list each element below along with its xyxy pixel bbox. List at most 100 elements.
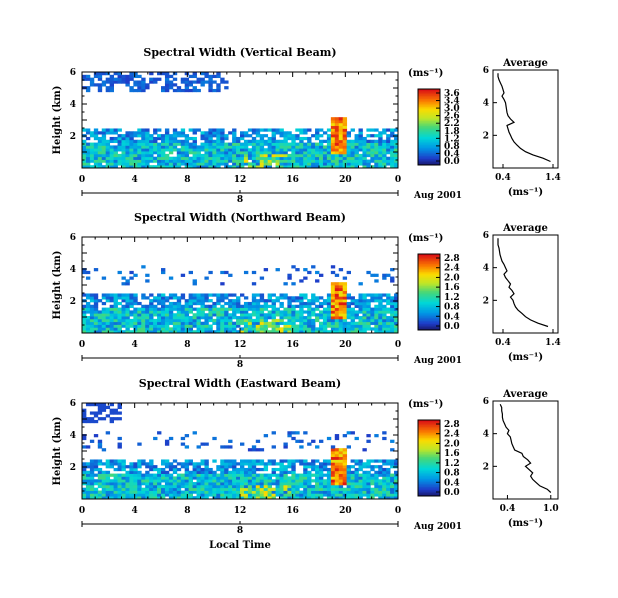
heatmap-cell <box>330 445 336 449</box>
heatmap-cell <box>216 151 221 155</box>
heatmap-cell <box>291 484 296 489</box>
heatmap-cell <box>291 490 296 494</box>
heatmap-cell <box>295 482 300 486</box>
heatmap-cell <box>89 482 95 486</box>
heatmap-cell <box>279 316 284 320</box>
heatmap-cell <box>378 142 383 146</box>
heatmap-cell <box>358 462 363 466</box>
heatmap-cell <box>334 148 340 152</box>
heatmap-cell <box>164 439 170 443</box>
heatmap-cell <box>259 142 265 146</box>
heatmap-cell <box>97 148 103 152</box>
heatmap-cell <box>378 165 383 169</box>
heatmap-cell <box>334 318 340 323</box>
heatmap-cell <box>113 324 118 328</box>
heatmap-cell <box>224 327 229 331</box>
heatmap-cell <box>208 77 213 81</box>
heatmap-cell <box>141 145 146 149</box>
heatmap-cell <box>105 156 111 160</box>
heatmap-cell <box>370 467 375 472</box>
heatmap-cell <box>129 134 134 138</box>
y-tick-label: 2 <box>70 297 76 307</box>
heatmap-cell <box>97 74 103 79</box>
heatmap-cell <box>200 162 205 166</box>
heatmap-cell <box>121 299 126 303</box>
heatmap-cell <box>208 327 213 331</box>
heatmap-cell <box>216 293 221 297</box>
heatmap-cell <box>109 473 114 477</box>
colorbar-swatch <box>418 450 440 453</box>
heatmap-cell <box>307 316 312 320</box>
heatmap-cell <box>137 316 142 320</box>
heatmap-cell <box>228 131 233 135</box>
heatmap-cell <box>101 448 107 452</box>
heatmap-cell <box>295 156 300 160</box>
heatmap-cell <box>180 304 186 308</box>
heatmap-cell <box>240 459 245 463</box>
heatmap-cell <box>172 330 178 334</box>
heatmap-cell <box>390 316 395 320</box>
heatmap-cell <box>342 318 348 323</box>
heatmap-cell <box>303 276 308 280</box>
heatmap-cell <box>322 490 328 494</box>
heatmap-cell <box>275 131 280 135</box>
heatmap-cell <box>216 165 221 169</box>
heatmap-cell <box>200 496 205 500</box>
heatmap-cell <box>204 293 209 297</box>
heatmap-cell <box>346 484 351 489</box>
heatmap-cell <box>93 467 99 472</box>
heatmap-cell <box>255 479 261 483</box>
heatmap-cell <box>354 162 359 166</box>
heatmap-cell <box>224 470 229 474</box>
heatmap-cell <box>378 139 383 143</box>
colorbar-swatch <box>418 481 440 484</box>
heatmap-cell <box>240 313 245 317</box>
heatmap-cell <box>164 165 170 169</box>
heatmap-cell <box>338 136 344 141</box>
heatmap-cell <box>212 293 217 297</box>
heatmap-cell <box>346 473 351 477</box>
heatmap-cell <box>176 142 182 146</box>
heatmap-cell <box>82 462 87 466</box>
heatmap-cell <box>291 327 296 331</box>
heatmap-cell <box>315 318 320 323</box>
heatmap-cell <box>358 136 363 141</box>
heatmap-cell <box>319 142 324 146</box>
heatmap-cell <box>133 476 138 480</box>
heatmap-cell <box>346 145 351 149</box>
heatmap-cell <box>287 321 292 325</box>
heatmap-cell <box>354 479 359 483</box>
heatmap-cell <box>232 324 237 328</box>
heatmap-cell <box>334 134 340 138</box>
heatmap-cell <box>137 159 142 163</box>
heatmap-cell <box>378 479 383 483</box>
heatmap-cell <box>287 318 292 323</box>
heatmap-cell <box>196 145 201 149</box>
heatmap-cell <box>105 77 111 81</box>
heatmap-cell <box>212 148 217 152</box>
heatmap-cell <box>105 321 111 325</box>
heatmap-cell <box>89 318 95 323</box>
heatmap-cell <box>200 327 205 331</box>
heatmap-cell <box>164 142 170 146</box>
colorbar-swatch <box>418 453 440 456</box>
heatmap-cell <box>85 496 91 500</box>
heatmap-cell <box>228 324 233 328</box>
colorbar-swatch <box>418 462 440 465</box>
heatmap-cell <box>164 159 170 163</box>
heatmap-cell <box>394 324 399 328</box>
heatmap-cell <box>319 156 324 160</box>
heatmap-cell <box>240 462 245 466</box>
heatmap-cell <box>243 462 249 466</box>
colorbar-swatch <box>418 424 440 427</box>
heatmap-cell <box>109 131 114 135</box>
heatmap-cell <box>172 72 178 76</box>
heatmap-cell <box>330 153 336 158</box>
heatmap-cell <box>105 465 111 469</box>
heatmap-cell <box>121 324 126 328</box>
heatmap-cell <box>291 162 296 166</box>
colorbar-swatch <box>418 442 440 445</box>
heatmap-cell <box>295 296 300 300</box>
y-axis-label: Height (km) <box>52 86 63 155</box>
